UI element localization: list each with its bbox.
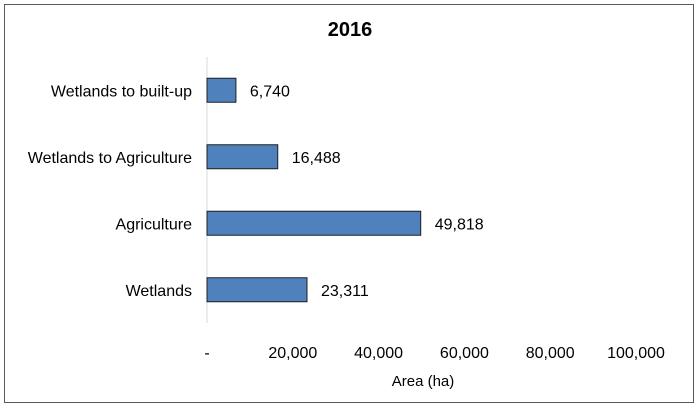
bar-3 xyxy=(206,277,308,303)
chart-frame: 2016 Wetlands to built-up Wetlands to Agr… xyxy=(4,4,694,403)
category-label-3: Wetlands xyxy=(126,283,192,300)
x-tick-label-1: 20,000 xyxy=(268,345,317,362)
data-label-2: 49,818 xyxy=(435,216,484,233)
bars-group xyxy=(206,77,422,303)
x-tick-label-4: 80,000 xyxy=(526,345,575,362)
data-label-0: 6,740 xyxy=(250,83,290,100)
bar-1 xyxy=(206,144,279,170)
bar-0 xyxy=(206,77,237,103)
category-label-0: Wetlands to built-up xyxy=(51,83,192,100)
bar-2 xyxy=(206,210,422,236)
x-tick-label-0: - xyxy=(204,345,209,362)
chart-title: 2016 xyxy=(328,19,373,41)
data-label-3: 23,311 xyxy=(321,283,369,300)
bar-chart: 2016 Wetlands to built-up Wetlands to Agr… xyxy=(28,19,665,390)
x-tick-labels: - 20,000 40,000 60,000 80,000 100,000 xyxy=(204,345,665,362)
data-label-1: 16,488 xyxy=(292,150,341,167)
x-tick-label-2: 40,000 xyxy=(354,345,403,362)
x-tick-label-5: 100,000 xyxy=(607,345,665,362)
x-tick-label-3: 60,000 xyxy=(440,345,489,362)
category-label-1: Wetlands to Agriculture xyxy=(28,150,192,167)
category-labels: Wetlands to built-up Wetlands to Agricult… xyxy=(28,83,192,300)
data-labels: 6,740 16,488 49,818 23,311 xyxy=(250,83,484,300)
x-axis-title: Area (ha) xyxy=(392,373,455,390)
category-label-2: Agriculture xyxy=(116,216,193,233)
